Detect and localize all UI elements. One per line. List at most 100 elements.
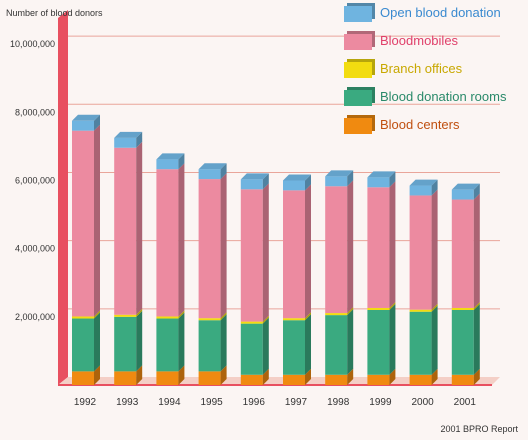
bar-segment <box>156 371 179 385</box>
bar-segment <box>283 318 305 321</box>
legend-label: Bloodmobiles <box>380 33 459 48</box>
bar-segment <box>72 130 94 317</box>
y-tick-label: 4,000,000 <box>15 244 55 254</box>
bar-top <box>240 173 269 180</box>
bar-segment <box>283 320 305 375</box>
bar-segment-side <box>473 183 480 200</box>
bar-segment-side <box>178 163 185 317</box>
bar-segment-side <box>431 303 438 312</box>
bar-top <box>367 171 396 178</box>
y-axis-wall <box>58 10 68 385</box>
y-tick-label: 10,000,000 <box>10 39 55 49</box>
bar-segment <box>72 316 94 319</box>
bar-segment-side <box>305 184 311 319</box>
bar-segment-side <box>178 365 185 385</box>
bar-segment <box>240 323 263 375</box>
bar-segment-side <box>389 181 396 308</box>
bar-segment-side <box>473 301 480 310</box>
bar-segment-side <box>305 312 311 321</box>
bar-segment-side <box>136 131 143 148</box>
bar-segment <box>451 374 474 385</box>
bar-segment-side <box>136 310 143 372</box>
y-axis-title: Number of blood donors <box>6 8 103 18</box>
bar-top <box>409 179 438 186</box>
legend-item: Blood donation rooms <box>340 88 526 116</box>
bar-segment <box>325 176 348 187</box>
bar-segment-side <box>262 173 269 190</box>
bar-segment-side <box>389 304 396 375</box>
bar-segment-side <box>178 310 185 319</box>
legend-item: Blood centers <box>340 116 526 144</box>
bar-segment-side <box>94 312 100 372</box>
bar-segment <box>114 316 137 372</box>
bar-segment <box>325 315 348 375</box>
x-tick-label: 2001 <box>454 397 477 408</box>
legend-label: Blood donation rooms <box>380 89 507 104</box>
x-tick-label: 1993 <box>116 397 139 408</box>
bar-segment-side <box>220 312 227 321</box>
legend-swatch <box>344 34 372 50</box>
bar-segment <box>114 314 137 317</box>
bar-segment <box>156 318 179 372</box>
bar-segment-side <box>347 368 354 385</box>
legend-item: Bloodmobiles <box>340 32 526 60</box>
bar-segment <box>409 374 432 385</box>
bar-segment <box>325 313 348 316</box>
bar-segment <box>367 187 390 308</box>
bar-segment-side <box>431 305 438 375</box>
bar-segment <box>72 371 94 385</box>
bar-segment-side <box>305 368 311 385</box>
bar-segment <box>240 189 263 322</box>
bar-segment <box>114 371 137 385</box>
bar-segment <box>283 374 305 385</box>
bar-segment <box>72 120 94 131</box>
bar-segment <box>451 307 474 310</box>
bar-segment <box>156 159 179 170</box>
bar-segment-side <box>262 368 269 385</box>
bar-segment-side <box>220 365 227 385</box>
y-tick-label: 2,000,000 <box>15 312 55 322</box>
bar-segment-side <box>389 171 396 188</box>
bar-segment-side <box>262 183 269 322</box>
bar-segment <box>367 177 390 188</box>
bar-segment <box>451 199 474 308</box>
bar-segment-side <box>389 368 396 385</box>
legend: Open blood donation Bloodmobiles Branch of… <box>340 4 526 144</box>
bar-segment <box>114 147 137 315</box>
bar-segment-side <box>431 179 438 196</box>
bar-segment <box>451 310 474 375</box>
x-tick-label: 1998 <box>327 397 350 408</box>
bar-segment-side <box>178 312 185 372</box>
bar-segment <box>240 321 263 324</box>
bar-segment-side <box>94 114 100 131</box>
bar-segment <box>409 309 432 312</box>
source-note: 2001 BPRO Report <box>440 424 518 434</box>
bar-segment <box>367 310 390 375</box>
legend-item: Open blood donation <box>340 4 526 32</box>
x-tick-label: 1997 <box>285 397 308 408</box>
legend-swatch <box>344 90 372 106</box>
bar-segment <box>409 311 432 375</box>
bar-segment-side <box>347 309 354 375</box>
legend-label: Branch offices <box>380 61 463 76</box>
bar-top <box>198 163 227 170</box>
bar-segment-side <box>136 141 143 315</box>
bar-segment <box>409 195 432 310</box>
bar-segment-side <box>220 173 227 319</box>
bar-segment-side <box>262 315 269 324</box>
bar-segment <box>198 320 221 372</box>
legend-item: Branch offices <box>340 60 526 88</box>
x-tick-label: 1994 <box>158 397 181 408</box>
legend-swatch <box>344 62 372 78</box>
bar-segment-side <box>178 153 185 170</box>
bar-segment-side <box>431 368 438 385</box>
bar-segment-side <box>94 310 100 319</box>
bar-top <box>283 174 311 181</box>
x-tick-label: 1995 <box>200 397 223 408</box>
bar-segment-side <box>473 304 480 375</box>
bar-segment-side <box>136 365 143 385</box>
bar-segment-side <box>473 193 480 308</box>
x-tick-label: 1999 <box>369 397 392 408</box>
bar-segment <box>283 180 305 191</box>
y-tick-label: 6,000,000 <box>15 175 55 185</box>
